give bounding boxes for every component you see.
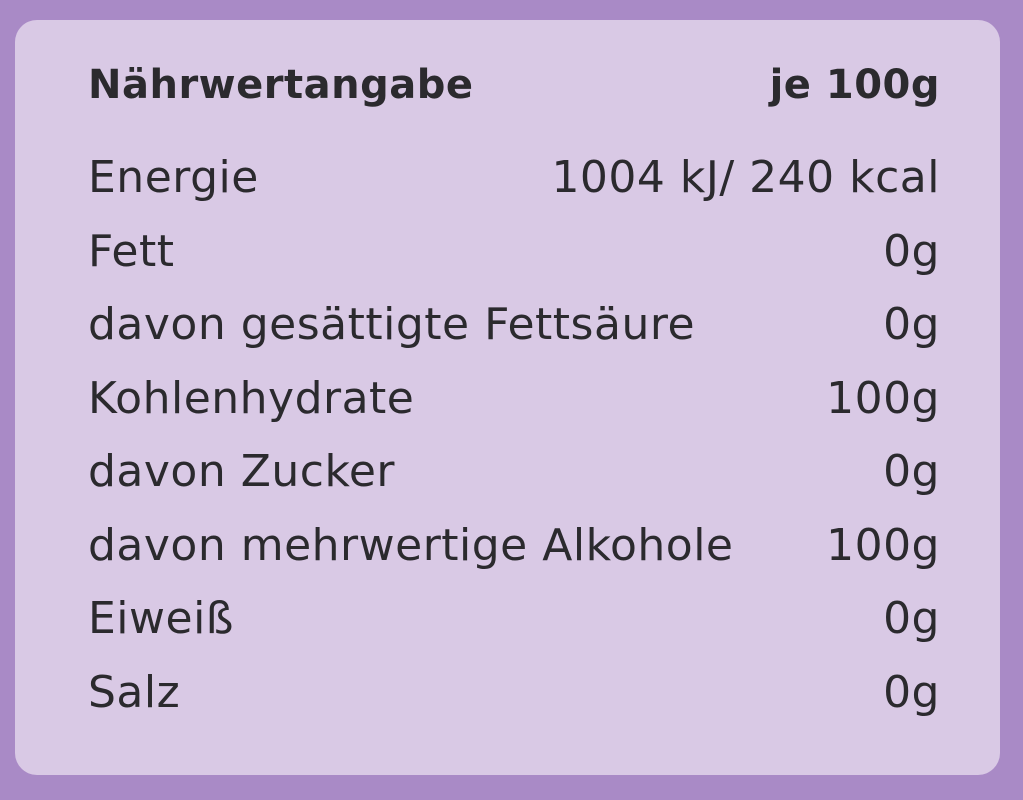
table-row: Energie 1004 kJ/ 240 kcal bbox=[88, 152, 940, 203]
row-value: 100g bbox=[826, 519, 940, 571]
table-row: Eiweiß 0g bbox=[88, 593, 940, 644]
row-value: 0g bbox=[883, 299, 940, 350]
row-label: Eiweiß bbox=[88, 593, 235, 644]
table-header: Nährwertangabe je 100g bbox=[88, 62, 940, 108]
row-value: 0g bbox=[883, 666, 940, 718]
header-per: je 100g bbox=[769, 62, 940, 108]
row-label: Kohlenhydrate bbox=[88, 372, 415, 424]
row-label: davon mehrwertige Alkohole bbox=[88, 519, 734, 571]
table-row: Salz 0g bbox=[88, 667, 940, 718]
row-label: Salz bbox=[88, 666, 181, 718]
row-label: Fett bbox=[88, 225, 175, 277]
table-row: davon gesättigte Fettsäure 0g bbox=[88, 299, 940, 350]
row-label: Energie bbox=[88, 152, 259, 203]
row-value: 0g bbox=[883, 225, 940, 277]
row-value: 100g bbox=[826, 372, 940, 424]
row-value: 0g bbox=[883, 446, 940, 497]
row-value: 0g bbox=[883, 593, 940, 644]
table-row: davon mehrwertige Alkohole 100g bbox=[88, 520, 940, 571]
row-value: 1004 kJ/ 240 kcal bbox=[551, 152, 940, 203]
table-row: davon Zucker 0g bbox=[88, 446, 940, 497]
header-title: Nährwertangabe bbox=[88, 62, 474, 108]
row-label: davon Zucker bbox=[88, 446, 396, 497]
table-row: Fett 0g bbox=[88, 226, 940, 277]
table-row: Kohlenhydrate 100g bbox=[88, 373, 940, 424]
nutrition-label bbox=[15, 20, 1000, 775]
row-label: davon gesättigte Fettsäure bbox=[88, 299, 696, 350]
